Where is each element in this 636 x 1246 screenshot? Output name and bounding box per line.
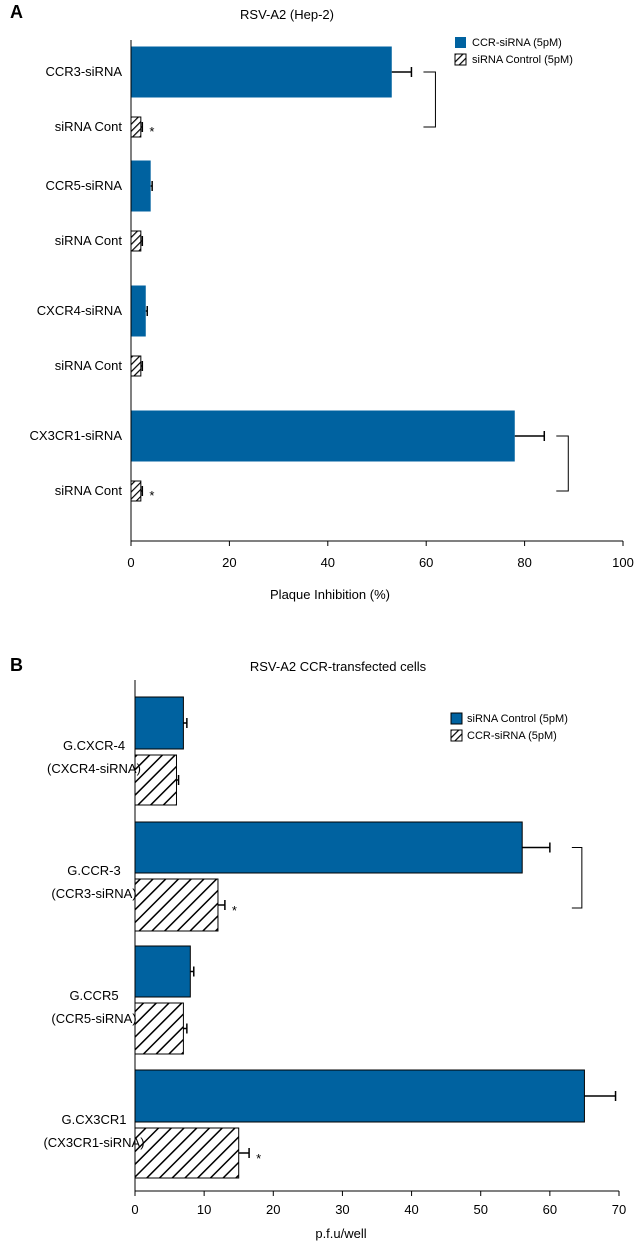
category-label: G.CCR-3 [67,863,120,878]
category-label: G.CCR5 [69,988,118,1003]
x-tick-label: 100 [612,555,634,570]
bar [131,410,515,462]
chart-title: RSV-A2 (Hep-2) [240,7,334,22]
x-axis-title: p.f.u/well [315,1226,366,1241]
x-tick-label: 40 [321,555,335,570]
bar [134,878,219,932]
bar [131,46,392,98]
x-tick-label: 40 [404,1202,418,1217]
category-label: siRNA Cont [55,119,123,134]
category-label: (CCR5-siRNA) [51,1011,136,1026]
x-tick-label: 30 [335,1202,349,1217]
x-tick-label: 70 [612,1202,626,1217]
category-label: (CX3CR1-siRNA) [43,1135,144,1150]
bar [134,1127,240,1179]
chart-title: RSV-A2 CCR-transfected cells [250,659,427,674]
category-label: CCR5-siRNA [45,178,122,193]
bar [134,821,523,874]
significance-bracket [571,847,583,909]
category-label: (CXCR4-siRNA) [47,761,141,776]
legend-label: CCR-siRNA (5pM) [467,730,557,742]
panel-a: A RSV-A2 (Hep-2) CCR3-siRNA siRNA Cont * CCR5… [10,2,634,602]
x-tick-label: 60 [419,555,433,570]
legend-label: siRNA Control (5pM) [472,54,573,66]
significance-bracket [556,435,569,492]
legend-swatch-solid [455,37,466,48]
significance-star: * [232,903,237,918]
category-label: G.CXCR-4 [63,738,125,753]
significance-bracket [423,71,436,128]
bar [134,696,184,750]
x-tick-label: 80 [517,555,531,570]
category-label: (CCR3-siRNA) [51,886,136,901]
panel-letter: A [10,2,23,22]
significance-star: * [149,124,154,139]
bar [134,754,177,806]
x-tick-label: 0 [127,555,134,570]
category-label: siRNA Cont [55,483,123,498]
legend-label: CCR-siRNA (5pM) [472,37,562,49]
x-tick-label: 20 [266,1202,280,1217]
category-label: siRNA Cont [55,358,123,373]
legend-swatch-solid [450,712,463,725]
legend-swatch-hatched [450,729,463,742]
x-tick-label: 0 [131,1202,138,1217]
significance-star: * [149,488,154,503]
bar [130,355,142,377]
x-tick-label: 20 [222,555,236,570]
bar [134,945,191,998]
category-label: CXCR4-siRNA [37,303,123,318]
category-label: CX3CR1-siRNA [30,428,123,443]
bar [130,230,142,252]
significance-star: * [256,1151,261,1166]
x-tick-label: 50 [473,1202,487,1217]
category-label: siRNA Cont [55,233,123,248]
legend-swatch-hatched [454,53,467,66]
legend-label: siRNA Control (5pM) [467,713,568,725]
category-label: G.CX3CR1 [61,1112,126,1127]
panel-letter: B [10,655,23,675]
x-tick-label: 10 [197,1202,211,1217]
category-label: CCR3-siRNA [45,64,122,79]
bar [134,1069,585,1123]
bar [130,480,142,502]
bar [130,116,142,138]
bar [131,160,151,212]
bar [134,1002,184,1055]
x-tick-label: 60 [543,1202,557,1217]
panel-b: B RSV-A2 CCR-transfected cells G.CXCR-4 (CX… [10,655,626,1241]
bar [131,285,146,337]
x-axis-title: Plaque Inhibition (%) [270,587,390,602]
